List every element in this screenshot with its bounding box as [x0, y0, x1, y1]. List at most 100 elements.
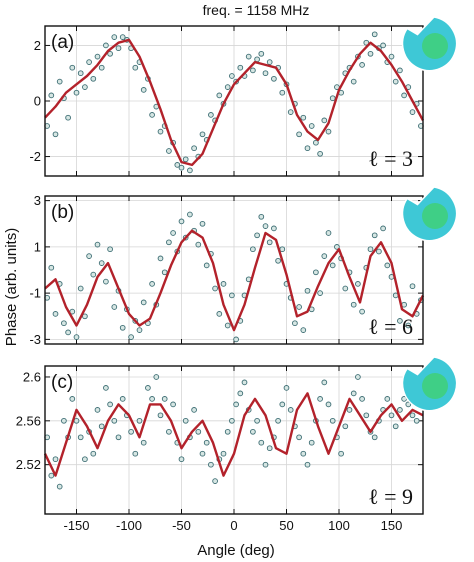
panel-b-data-point	[350, 301, 357, 308]
panel-c-data-point	[355, 374, 361, 380]
panel-b-data-point	[61, 320, 67, 327]
panel-a-data-point	[216, 92, 223, 99]
panel-a-data-point	[229, 73, 235, 79]
panel-b-data-point	[224, 322, 231, 329]
panel-b-data-point	[325, 230, 332, 236]
panel-c-data-point	[392, 423, 399, 430]
panel-a-data-point	[149, 112, 155, 118]
panel-b-data-point	[73, 334, 80, 340]
panel-a-data-point	[317, 150, 323, 157]
panel-b-y-tick-label: 3	[34, 193, 41, 208]
panel-c-data-point	[342, 423, 349, 430]
panel-c-data-point	[224, 428, 231, 435]
panel-b-data-point	[313, 269, 319, 276]
panel-b-data-point	[296, 304, 302, 310]
panel-b-data-point	[266, 239, 273, 246]
panel-c-data-point	[241, 379, 248, 386]
panel-c-x-tick-label: -100	[116, 518, 142, 533]
panel-b-data-point	[220, 281, 227, 287]
panel-b-data-point	[136, 327, 143, 333]
panel-a-data-point	[111, 34, 118, 40]
panel-c-data-point	[363, 412, 370, 419]
panel-c-data-point	[350, 390, 357, 397]
panel-c-data-point	[279, 401, 286, 408]
panel-b-data-point	[371, 232, 378, 239]
panel-c-data-point	[237, 390, 244, 397]
panel-a-data-point	[380, 42, 386, 49]
panel-a-data-point	[397, 67, 403, 74]
panel-a-data-point	[359, 62, 365, 68]
panel-c-data-point	[212, 478, 218, 484]
panel-c-data-point	[136, 417, 143, 424]
panel-a-data-point	[98, 64, 105, 71]
panel-a-data-point	[77, 70, 84, 77]
panel-b-fit-line	[44, 229, 425, 332]
panel-b: -3 -1 1 3 (b) ℓ = 6	[29, 186, 458, 347]
panel-c-data-point	[384, 396, 391, 402]
panel-c-data-point	[220, 450, 227, 457]
panel-b-data-point	[254, 232, 260, 239]
panel-c-data-point	[149, 396, 155, 402]
panel-a-data-point	[329, 95, 336, 102]
panel-b-data-point	[52, 311, 59, 317]
panel-a-data-point	[224, 84, 231, 90]
panel-b-data-point	[216, 311, 223, 317]
spiral-wheel-icon	[401, 186, 458, 242]
panel-b-data-point	[48, 264, 55, 271]
panel-b-data-point	[304, 287, 311, 294]
panel-b-data-point	[203, 262, 210, 269]
panel-a-data-point	[157, 128, 164, 135]
panel-c-data-point	[208, 461, 214, 468]
panel-b-data-point	[166, 239, 172, 246]
panel-b-data-point	[321, 253, 328, 259]
panel-c-data-point	[119, 396, 126, 402]
panel-b-data-point	[111, 304, 118, 310]
panel-b-data-point	[367, 246, 374, 253]
panel-a-data-point	[350, 78, 357, 85]
panel-a-data-point	[199, 131, 206, 138]
panel-c-data-point	[229, 417, 235, 424]
panel-c-data-point	[338, 450, 344, 457]
y-axis-label: Phase (arb. units)	[3, 228, 20, 346]
panel-a-data-point	[287, 109, 294, 115]
panel-c-data-point	[250, 428, 256, 435]
panel-c-data-point	[233, 401, 239, 408]
panel-c-data-point	[56, 483, 63, 490]
panel-b-data-point	[409, 283, 416, 290]
panel-c-data-point	[48, 472, 55, 479]
panel-b-data-point	[161, 269, 168, 276]
panel-a-data-point	[321, 117, 328, 124]
panel-c-data-point	[317, 396, 323, 402]
panel-c-data-point	[98, 423, 105, 430]
panel-c-data-point	[346, 407, 353, 413]
panel-b-data-point	[279, 246, 286, 253]
panel-c-data-point	[191, 407, 197, 413]
panel-b-data-point	[103, 278, 109, 285]
panel-c-data-point	[103, 385, 109, 391]
panel-c-data-point	[325, 401, 332, 408]
panel-a-data-point	[94, 53, 101, 60]
panel-c-fit-line	[43, 392, 424, 477]
panel-b-data-point	[300, 327, 307, 333]
panel-a-mode-label: ℓ = 3	[368, 146, 413, 171]
panel-c-data-point	[132, 450, 139, 457]
panel-c-data-point	[275, 417, 281, 424]
panel-a-data-point	[191, 145, 197, 152]
panel-c-data-point	[182, 417, 189, 424]
panel-c-data-point	[371, 434, 378, 441]
panel-b-y-tick-label: -3	[29, 332, 41, 347]
panel-a: -2 0 2 (a) ℓ = 3	[29, 16, 458, 177]
panel-c-label: (c)	[51, 372, 73, 393]
panel-a-data-point	[271, 75, 277, 82]
panel-c-data-point	[178, 456, 185, 463]
panel-a-y-tick-label: 2	[34, 38, 41, 53]
panel-a-data-point	[132, 64, 139, 71]
panel-a-data-point	[279, 89, 286, 96]
panel-a-data-point	[258, 50, 265, 57]
panel-b-data-point	[342, 285, 349, 292]
panel-b-data-point	[233, 336, 239, 343]
panel-a-data-point	[363, 39, 370, 46]
panel-c-data-point	[388, 412, 395, 419]
panel-c-data-point	[405, 401, 412, 408]
panel-b-data-point	[384, 262, 391, 269]
